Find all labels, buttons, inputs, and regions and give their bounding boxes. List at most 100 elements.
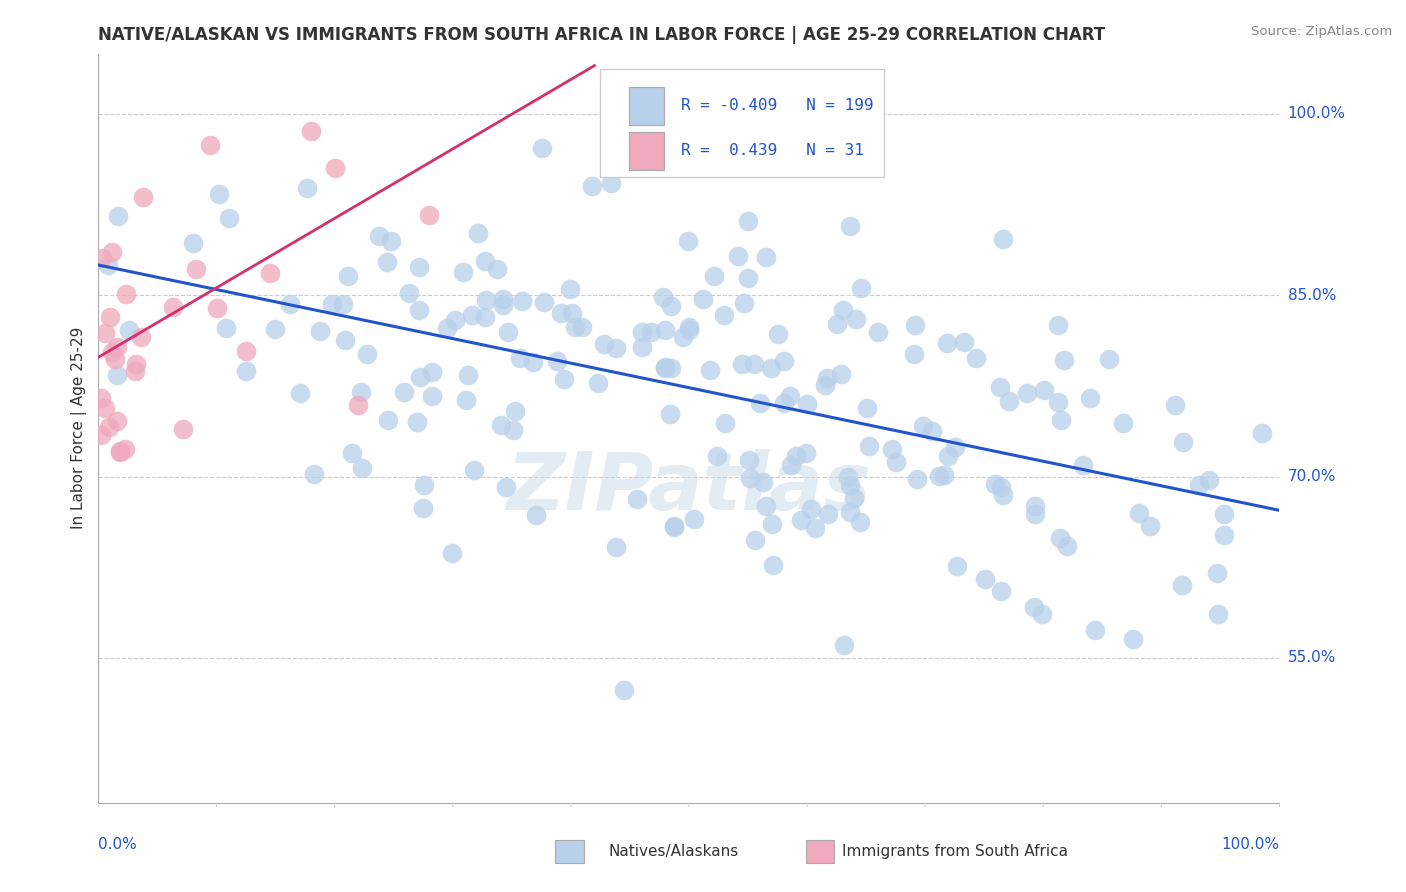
Text: Source: ZipAtlas.com: Source: ZipAtlas.com [1251,25,1392,38]
Point [502,423,524,437]
Point [117,323,139,337]
Point [626,492,648,507]
Point [714,416,737,430]
Point [474,310,496,324]
Y-axis label: In Labor Force | Age 25-29: In Labor Force | Age 25-29 [72,327,87,529]
Point [553,371,575,385]
Point [744,533,766,547]
Text: R = -0.409   N = 199: R = -0.409 N = 199 [681,98,873,113]
Text: 100.0%: 100.0% [1288,106,1346,121]
Point [218,211,240,226]
Point [332,297,354,311]
Point [408,369,430,384]
Point [845,311,868,326]
Text: 70.0%: 70.0% [1288,469,1336,484]
Point [605,342,627,356]
Point [731,357,754,371]
Text: 100.0%: 100.0% [1222,837,1279,852]
Point [375,255,398,269]
Point [742,357,765,371]
Point [817,507,839,521]
Point [737,214,759,228]
Text: R =  0.439   N = 31: R = 0.439 N = 31 [681,144,863,159]
Point [785,449,807,463]
FancyBboxPatch shape [806,839,834,863]
Point [97,258,120,272]
Point [838,478,860,492]
Point [505,404,527,418]
Text: 85.0%: 85.0% [1288,288,1336,302]
Point [486,262,509,277]
Point [215,320,238,334]
Point [392,385,415,400]
Point [90,251,112,265]
Point [408,302,430,317]
Point [1198,473,1220,487]
Point [796,397,818,411]
Point [761,517,783,532]
Point [858,439,880,453]
Point [658,407,681,421]
Point [94,326,117,340]
Point [1071,458,1094,473]
Point [630,326,652,340]
Point [1049,531,1071,545]
Point [342,446,364,460]
Point [564,319,586,334]
Point [794,446,817,460]
Point [631,340,654,354]
Point [443,312,465,326]
Point [297,181,319,195]
Point [1017,386,1039,401]
Text: ZIPatlas: ZIPatlas [506,449,872,527]
Point [309,325,332,339]
Point [813,377,835,392]
Point [302,467,325,481]
Point [912,418,935,433]
Point [880,442,903,456]
Point [1024,500,1046,514]
FancyBboxPatch shape [628,132,664,169]
Point [755,250,778,264]
Point [235,344,257,359]
Point [496,325,519,339]
Point [510,293,533,308]
Point [101,345,124,359]
Point [98,419,121,434]
Point [467,226,489,240]
Point [832,303,855,318]
FancyBboxPatch shape [600,69,884,178]
Text: 0.0%: 0.0% [98,837,138,852]
Point [205,301,228,315]
Point [1056,539,1078,553]
FancyBboxPatch shape [628,87,664,125]
FancyBboxPatch shape [555,839,583,863]
Point [263,322,285,336]
Point [105,340,128,354]
Point [1050,412,1073,426]
Point [849,515,872,529]
Point [965,351,987,365]
Point [413,478,436,492]
Point [1171,578,1194,592]
Point [832,638,855,652]
Point [659,299,682,313]
Point [613,682,636,697]
Point [842,491,865,505]
Point [921,425,943,439]
Point [662,518,685,533]
Point [856,401,879,416]
Point [1033,383,1056,397]
Point [441,546,464,560]
Point [436,321,458,335]
Point [838,219,860,233]
Point [474,254,496,268]
Text: 55.0%: 55.0% [1288,650,1336,665]
Point [475,293,498,307]
Point [1213,507,1236,521]
Point [208,186,231,201]
Point [104,352,127,367]
Point [713,308,735,322]
Point [600,176,623,190]
Point [356,347,378,361]
